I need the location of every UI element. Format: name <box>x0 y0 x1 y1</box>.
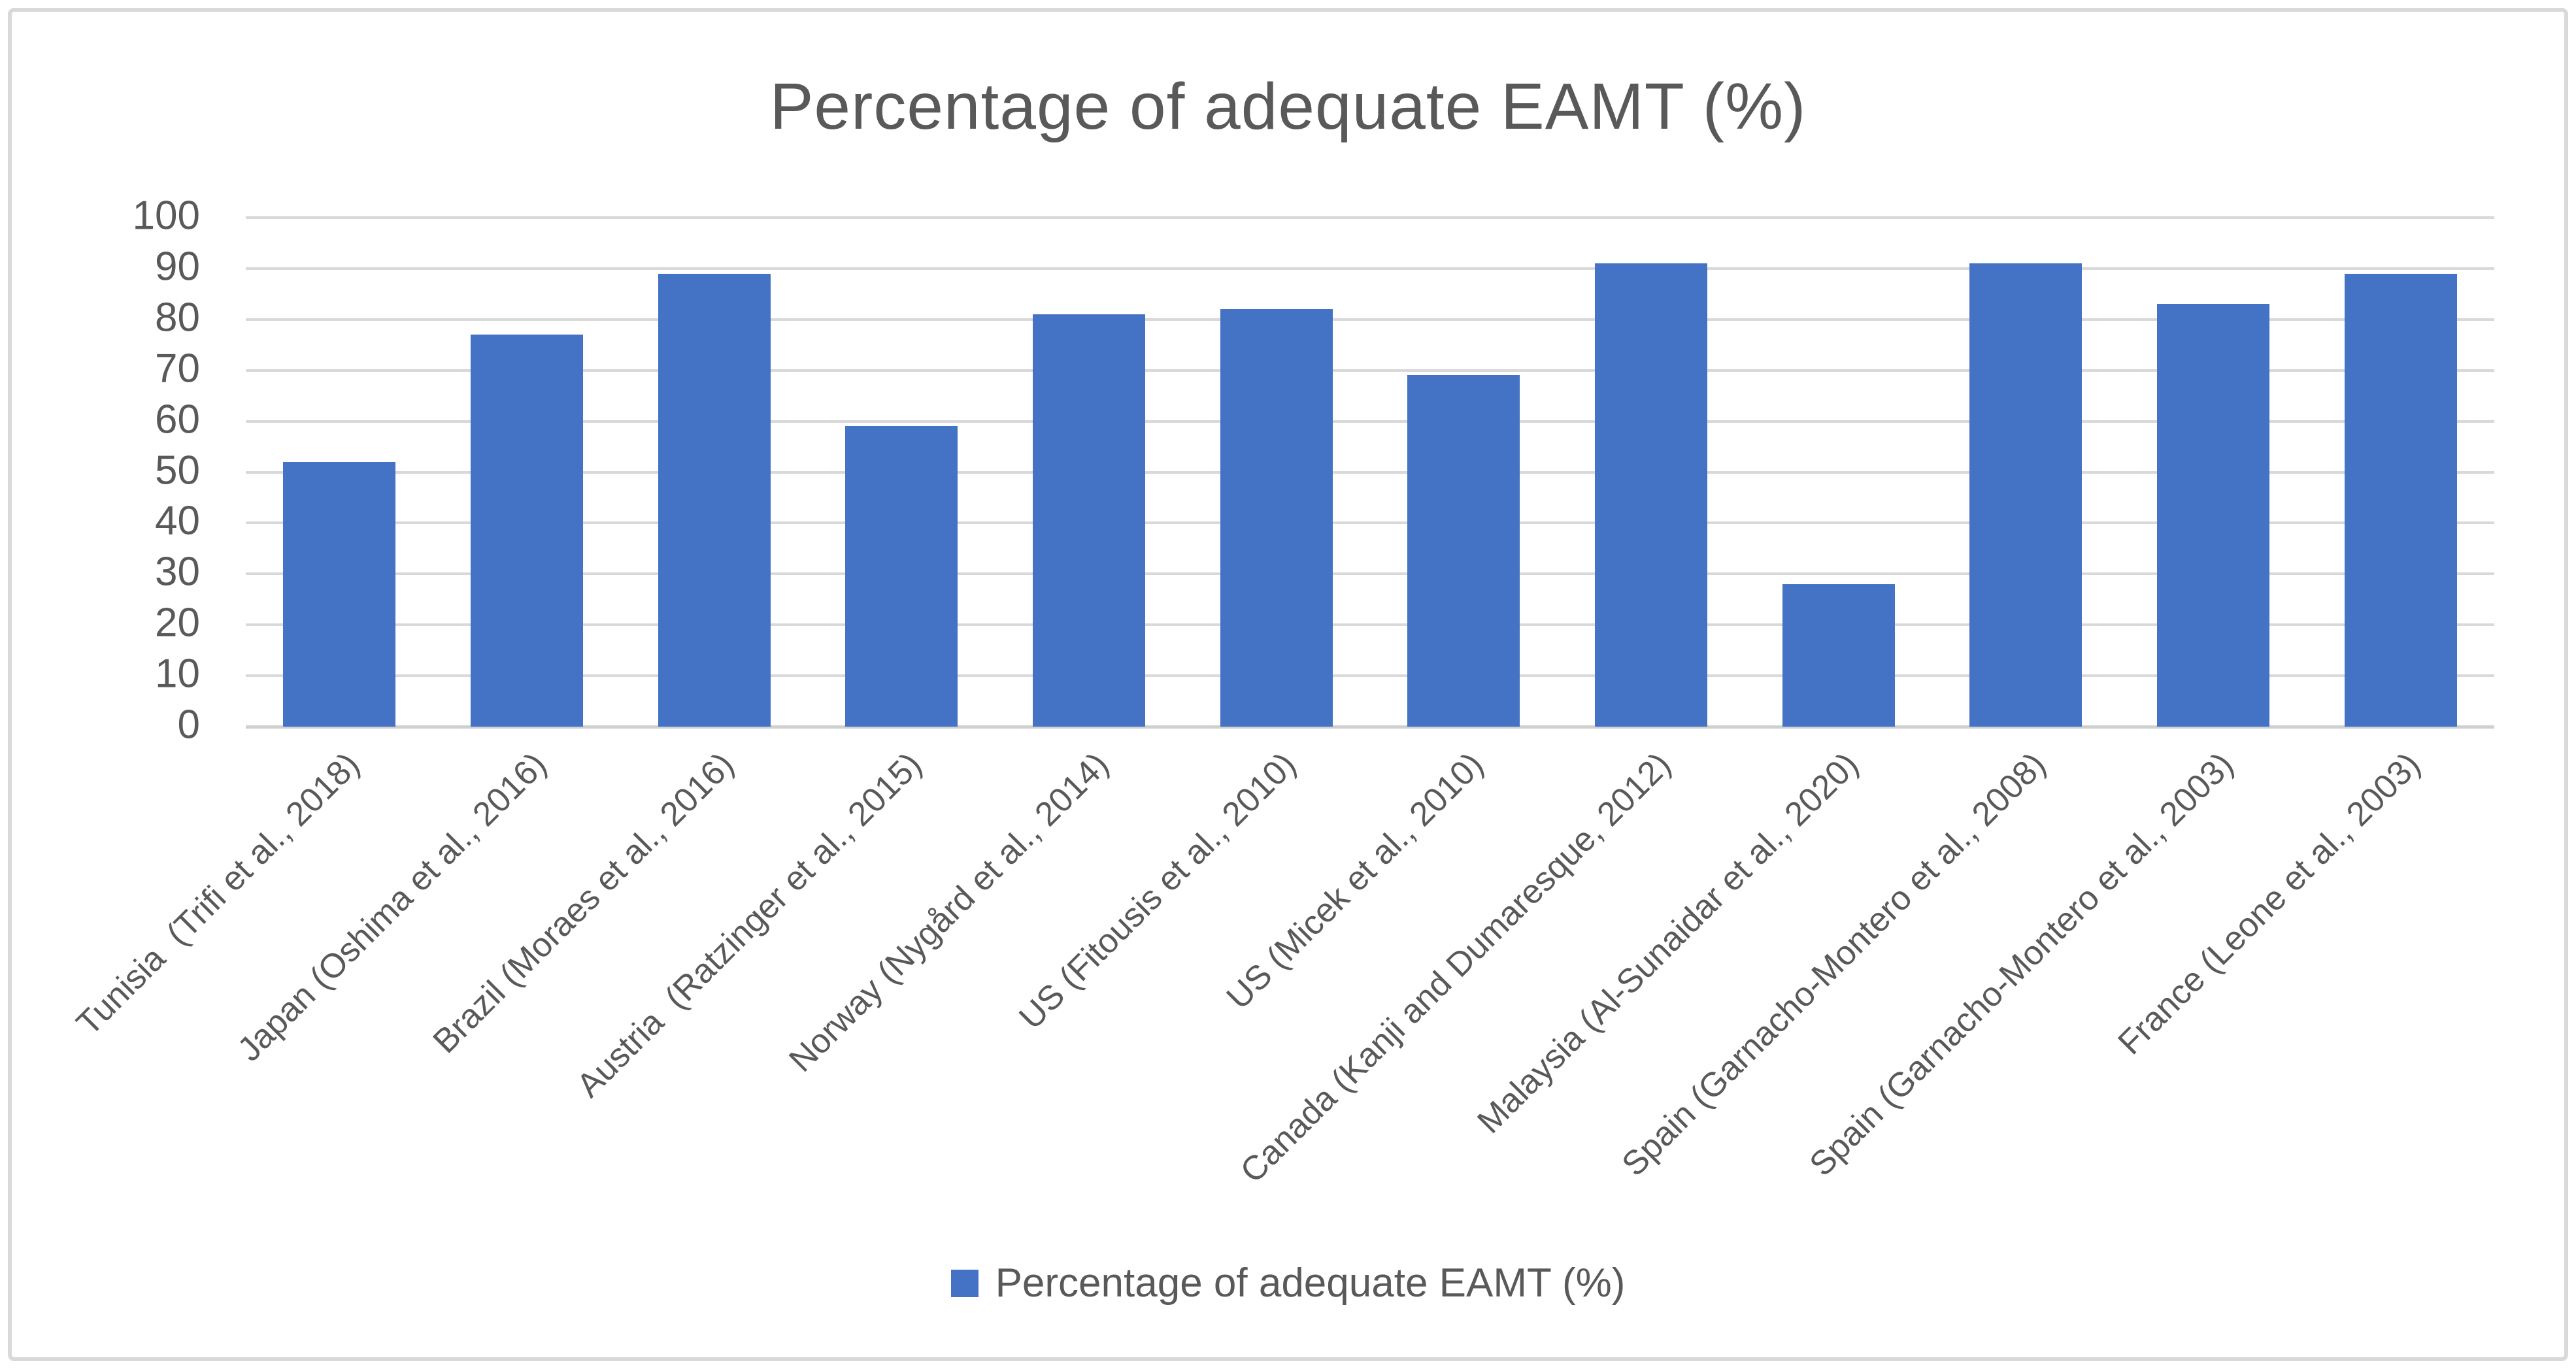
bar <box>1969 263 2083 727</box>
x-axis-category-label: Malaysia (Al-Sunaidar et al., 2020) <box>1470 745 1866 1141</box>
y-axis-tick-label: 70 <box>155 346 200 391</box>
chart-frame: Percentage of adequate EAMT (%) Percenta… <box>8 8 2568 1361</box>
y-axis-tick-label: 90 <box>155 244 200 289</box>
gridline <box>246 521 2494 525</box>
bar <box>845 426 958 727</box>
gridline <box>246 572 2494 576</box>
gridline <box>246 674 2494 678</box>
bar <box>2157 304 2269 727</box>
gridline <box>246 420 2494 423</box>
legend-series-marker-icon <box>950 1269 979 1297</box>
bar <box>1595 263 1707 727</box>
gridline <box>246 267 2494 270</box>
bar <box>1220 309 1333 727</box>
y-axis-tick-label: 100 <box>132 193 200 239</box>
y-axis-tick-label: 40 <box>155 499 200 544</box>
x-axis-line <box>246 725 2494 729</box>
legend-series-label: Percentage of adequate EAMT (%) <box>995 1261 1626 1306</box>
bar <box>2344 273 2457 727</box>
y-axis-tick-label: 80 <box>155 295 200 340</box>
y-axis-tick-label: 50 <box>155 448 200 493</box>
bar <box>471 335 583 727</box>
bar <box>283 461 396 727</box>
x-axis-category-label: Canada (Kanji and Dumaresque, 2012) <box>1233 745 1679 1191</box>
gridline <box>246 216 2494 219</box>
bar <box>1407 375 1520 727</box>
x-axis-category-label: Japan (Oshima et al., 2016) <box>230 745 554 1069</box>
x-axis-category-label: Austria (Ratzinger et al., 2015) <box>569 745 929 1105</box>
bar <box>658 273 771 727</box>
gridline <box>246 470 2494 474</box>
bar <box>1782 584 1895 727</box>
chart-title: Percentage of adequate EAMT (%) <box>769 70 1807 143</box>
x-axis-category-label: Norway (Nygård et al., 2014) <box>782 745 1116 1080</box>
gridline <box>246 369 2494 372</box>
gridline <box>246 318 2494 321</box>
x-axis-category-label: Spain (Garnacho-Montero et al., 2003) <box>1802 745 2241 1184</box>
y-axis-tick-label: 30 <box>155 549 200 595</box>
x-axis-category-label: Spain (Garnacho-Montero et al., 2008) <box>1614 745 2054 1184</box>
y-axis-tick-label: 60 <box>155 397 200 442</box>
y-axis-tick-label: 10 <box>155 651 200 697</box>
gridline <box>246 623 2494 627</box>
legend: Percentage of adequate EAMT (%) <box>12 1260 2564 1306</box>
y-axis-tick-label: 20 <box>155 600 200 646</box>
x-axis-category-label: Brazil (Moraes et al., 2016) <box>426 745 742 1061</box>
y-axis-tick-label: 0 <box>177 702 200 748</box>
x-axis-category-label: France (Leone et al., 2003) <box>2111 745 2428 1063</box>
bar <box>1033 314 1145 727</box>
